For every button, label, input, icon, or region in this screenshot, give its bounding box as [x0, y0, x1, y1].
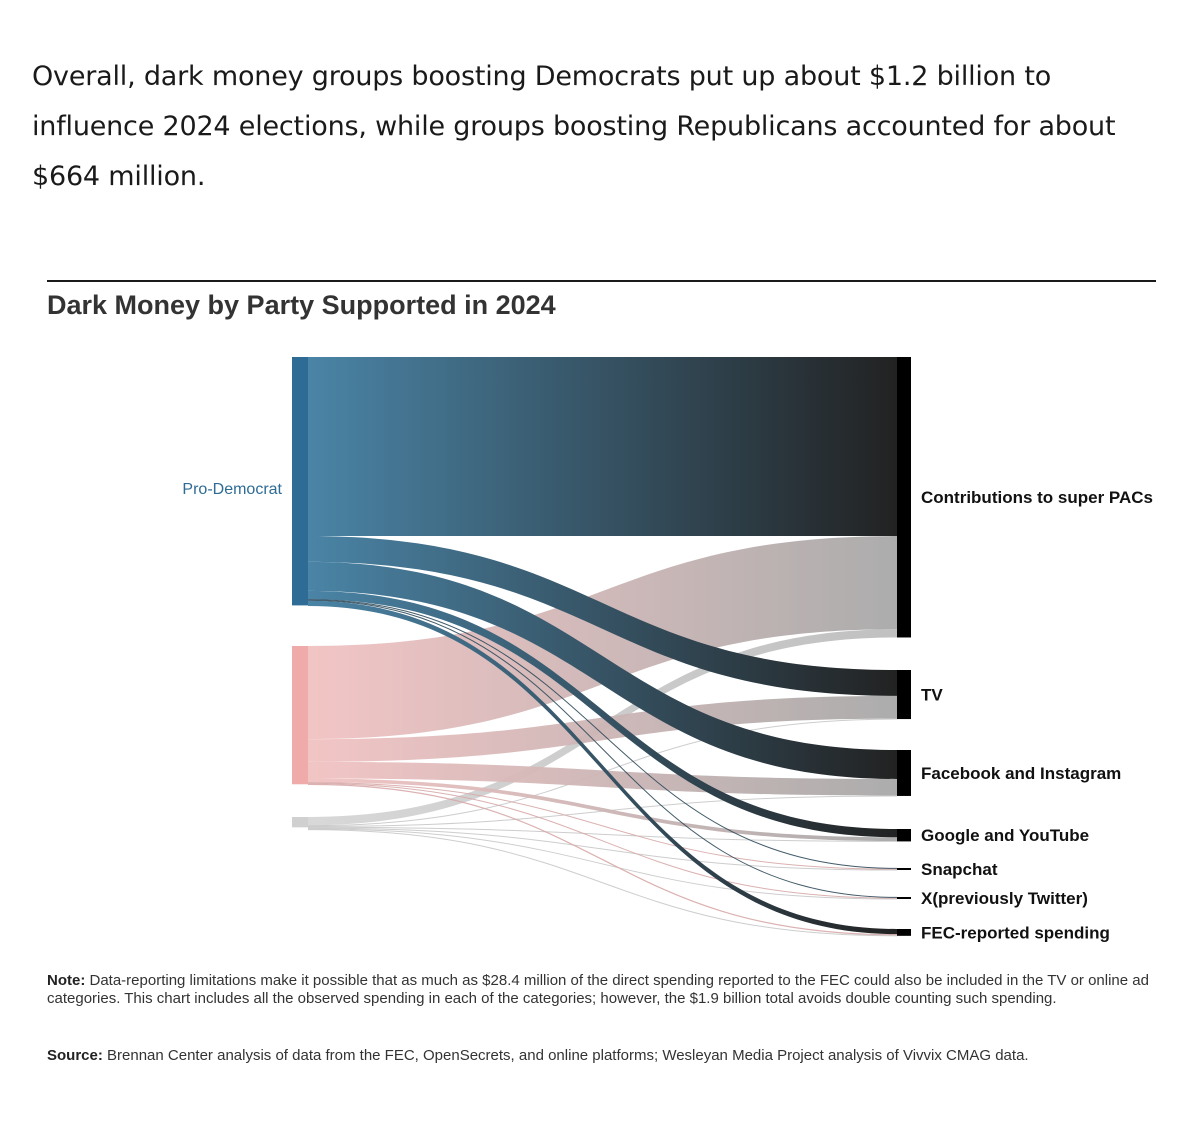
link-oth-google: [307, 826, 898, 842]
intro-text: Overall, dark money groups boosting Demo…: [32, 61, 1116, 192]
source-label-dem: Pro-Democrat: [182, 481, 282, 498]
link-oth-fec: [307, 829, 898, 937]
link-dem-pacs: [308, 357, 897, 537]
target-label-fec: FEC-reported spending: [921, 923, 1110, 942]
link-dem-meta: [308, 561, 897, 779]
link-rep-google: [308, 778, 897, 842]
link-oth-snap: [307, 827, 898, 871]
target-node-meta: [897, 750, 911, 796]
link-dem-snap: [307, 599, 898, 869]
title-rule: [47, 280, 1156, 282]
note-text: Data-reporting limitations make it possi…: [47, 972, 1149, 1007]
target-label-pacs: Contributions to super PACs: [921, 488, 1153, 507]
target-label-meta: Facebook and Instagram: [921, 764, 1121, 783]
source-node-dem: [292, 357, 308, 606]
link-rep-pacs: [308, 536, 897, 740]
link-dem-tv: [308, 536, 897, 696]
source-text: Brennan Center analysis of data from the…: [102, 1047, 1029, 1064]
target-label-snap: Snapchat: [921, 860, 998, 879]
link-rep-snap: [307, 782, 898, 870]
target-label-google: Google and YouTube: [921, 826, 1089, 845]
sankey-labels: Pro-Democrat Contributions to super PACs T…: [182, 481, 1153, 942]
source-node-rep: [292, 646, 308, 785]
target-label-x: X(previously Twitter): [921, 889, 1088, 908]
link-dem-fec: [308, 600, 897, 935]
sankey-links: [307, 357, 898, 937]
target-node-tv: [897, 670, 911, 720]
link-rep-tv: [308, 695, 897, 762]
sankey-nodes: [292, 357, 911, 936]
note-label: Note:: [47, 972, 86, 989]
link-dem-x: [307, 599, 898, 898]
chart-title: Dark Money by Party Supported in 2024: [47, 290, 556, 320]
link-oth-x: [307, 828, 898, 900]
target-node-snap: [897, 868, 911, 870]
source-node-oth: [292, 817, 308, 828]
link-dem-google: [308, 590, 897, 838]
target-node-x: [897, 897, 911, 899]
note: Note: Data-reporting limitations make it…: [47, 972, 1157, 1008]
source-label: Source:: [47, 1047, 103, 1064]
link-rep-x: [307, 782, 898, 899]
link-rep-meta: [308, 761, 897, 796]
source-note: Source: Brennan Center analysis of data …: [47, 1047, 1157, 1065]
target-node-pacs: [897, 357, 911, 638]
target-node-fec: [897, 929, 911, 936]
target-label-tv: TV: [921, 686, 943, 705]
target-node-google: [897, 829, 911, 842]
link-rep-fec: [307, 783, 898, 936]
